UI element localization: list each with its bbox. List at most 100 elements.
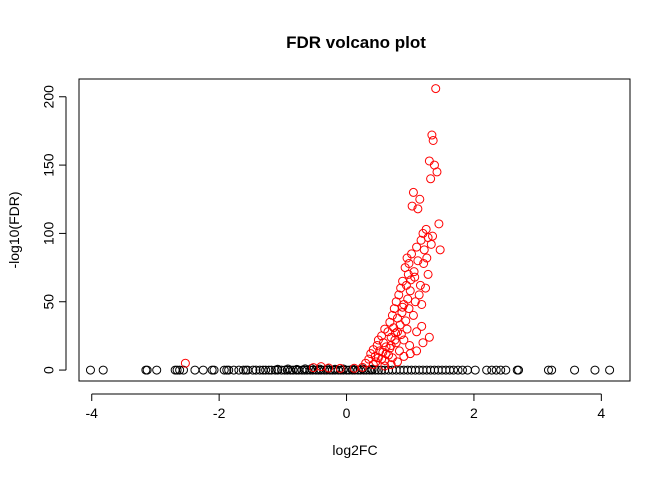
data-points bbox=[85, 84, 615, 375]
point bbox=[209, 365, 219, 375]
significant-point bbox=[372, 340, 382, 350]
significant-point bbox=[404, 304, 414, 314]
significant-point bbox=[410, 297, 420, 307]
significant-point bbox=[414, 290, 424, 300]
point bbox=[190, 365, 200, 375]
significant-point bbox=[432, 167, 442, 177]
significant-point bbox=[405, 286, 415, 296]
significant-point bbox=[386, 360, 396, 370]
point bbox=[207, 365, 217, 375]
significant-point bbox=[419, 258, 429, 268]
point bbox=[487, 365, 497, 375]
point bbox=[248, 365, 258, 375]
significant-point bbox=[422, 253, 432, 263]
y-tick-label: 50 bbox=[41, 294, 57, 310]
significant-point bbox=[335, 363, 345, 373]
y-tick-label: 200 bbox=[41, 85, 57, 109]
point bbox=[152, 365, 162, 375]
significant-point bbox=[421, 224, 431, 234]
point bbox=[273, 364, 283, 374]
y-axis-label: -log10(FDR) bbox=[6, 191, 22, 268]
significant-point bbox=[381, 342, 391, 352]
significant-point bbox=[412, 242, 422, 252]
significant-point bbox=[431, 84, 441, 94]
significant-point bbox=[368, 360, 378, 370]
point bbox=[283, 364, 293, 374]
plot-frame bbox=[78, 78, 631, 382]
significant-point bbox=[398, 302, 408, 312]
y-axis: 0 50 100 150 200 bbox=[41, 85, 67, 374]
significant-point bbox=[409, 267, 419, 277]
significant-point bbox=[404, 258, 414, 268]
y-tick-label: 100 bbox=[41, 222, 57, 246]
x-tick-label: -4 bbox=[86, 405, 99, 421]
significant-point bbox=[407, 201, 417, 211]
significant-point bbox=[426, 239, 436, 249]
significant-point bbox=[392, 357, 402, 367]
significant-point bbox=[421, 283, 431, 293]
point bbox=[373, 365, 383, 375]
significant-point bbox=[380, 356, 390, 366]
significant-point bbox=[387, 310, 397, 320]
point bbox=[514, 365, 524, 375]
point bbox=[234, 365, 244, 375]
significant-point bbox=[415, 194, 425, 204]
point bbox=[142, 365, 152, 375]
significant-point bbox=[380, 361, 390, 371]
point bbox=[491, 365, 501, 375]
point bbox=[178, 365, 188, 375]
point bbox=[482, 365, 492, 375]
significant-point bbox=[426, 174, 436, 184]
point bbox=[348, 364, 358, 374]
point bbox=[338, 364, 348, 374]
y-tick-label: 0 bbox=[41, 366, 57, 374]
x-tick-label: 0 bbox=[343, 405, 351, 421]
x-tick-label: -2 bbox=[213, 405, 226, 421]
point bbox=[288, 365, 298, 375]
point bbox=[543, 365, 553, 375]
significant-point bbox=[419, 245, 429, 255]
significant-point bbox=[405, 340, 415, 350]
significant-point bbox=[423, 269, 433, 279]
chart-title: FDR volcano plot bbox=[286, 33, 426, 52]
point bbox=[255, 365, 265, 375]
y-tick-label: 150 bbox=[41, 153, 57, 177]
point bbox=[172, 365, 182, 375]
point bbox=[282, 365, 292, 375]
significant-point bbox=[405, 349, 415, 359]
significant-point bbox=[417, 321, 427, 331]
significant-point bbox=[401, 280, 411, 290]
significant-point bbox=[413, 256, 423, 266]
point bbox=[175, 365, 185, 375]
point bbox=[302, 365, 312, 375]
significant-point bbox=[427, 130, 437, 140]
significant-point bbox=[403, 294, 413, 304]
point bbox=[85, 365, 95, 375]
x-axis: -4 -2 0 2 4 bbox=[86, 393, 605, 421]
point bbox=[219, 365, 229, 375]
point bbox=[266, 365, 276, 375]
x-tick-label: 4 bbox=[597, 405, 605, 421]
significant-point bbox=[399, 335, 409, 345]
point bbox=[98, 365, 108, 375]
significant-point bbox=[180, 358, 190, 368]
point bbox=[457, 365, 467, 375]
significant-point bbox=[434, 219, 444, 229]
point bbox=[463, 365, 473, 375]
point bbox=[470, 365, 480, 375]
significant-point bbox=[401, 316, 411, 326]
significant-point bbox=[397, 308, 407, 318]
point bbox=[277, 365, 287, 375]
significant-point bbox=[407, 249, 417, 259]
point bbox=[224, 365, 234, 375]
significant-point bbox=[424, 332, 434, 342]
x-tick-label: 2 bbox=[470, 405, 478, 421]
significant-point bbox=[392, 327, 402, 337]
point bbox=[198, 365, 208, 375]
point bbox=[590, 365, 600, 375]
point bbox=[570, 365, 580, 375]
significant-point bbox=[418, 338, 428, 348]
significant-point bbox=[412, 327, 422, 337]
significant-point bbox=[391, 328, 401, 338]
